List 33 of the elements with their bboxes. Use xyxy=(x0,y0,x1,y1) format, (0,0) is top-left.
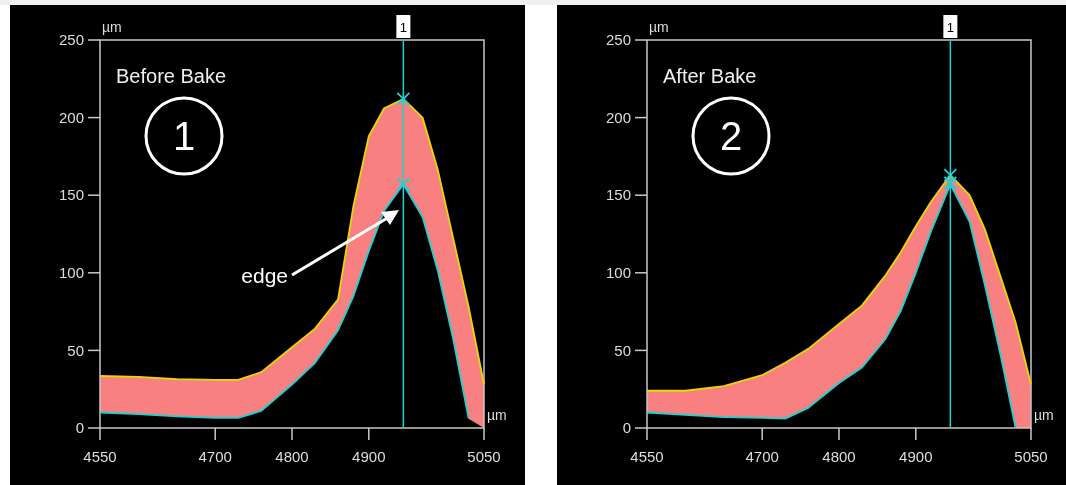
annotation: 1 xyxy=(399,20,407,35)
y-tick-label: 0 xyxy=(75,419,84,437)
y-tick-label: 100 xyxy=(605,264,631,282)
y-tick-label: 200 xyxy=(58,108,84,126)
y-tick-label: 100 xyxy=(58,264,84,282)
x-tick-label: 4800 xyxy=(275,448,309,465)
x-axis-title: µm xyxy=(1034,407,1054,423)
y-tick-label: 150 xyxy=(58,186,84,204)
y-tick-label: 150 xyxy=(605,186,631,204)
x-tick-label: 4900 xyxy=(352,448,386,465)
annotation: 2 xyxy=(719,114,743,159)
y-tick-label: 200 xyxy=(605,108,631,126)
annotation: edge xyxy=(241,264,288,287)
x-axis-title: µm xyxy=(487,407,507,423)
x-tick-label: 5050 xyxy=(467,448,501,465)
annotation: 1 xyxy=(172,114,196,159)
x-tick-label: 4550 xyxy=(83,448,117,465)
y-tick-label: 50 xyxy=(614,341,631,359)
text: After Bake xyxy=(663,65,757,87)
y-tick-label: 0 xyxy=(622,419,631,437)
x-tick-label: 4900 xyxy=(899,448,933,465)
y-tick-label: 50 xyxy=(67,341,84,359)
x-tick-label: 4700 xyxy=(745,448,779,465)
y-axis-title: µm xyxy=(102,19,122,35)
text: Before Bake xyxy=(116,65,227,87)
x-tick-label: 4550 xyxy=(630,448,664,465)
annotation: 1 xyxy=(946,20,954,35)
x-tick-label: 5050 xyxy=(1014,448,1048,465)
y-axis-title: µm xyxy=(649,19,669,35)
x-tick-label: 4800 xyxy=(822,448,856,465)
x-tick-label: 4700 xyxy=(198,448,232,465)
y-tick-label: 250 xyxy=(605,31,631,49)
y-tick-label: 250 xyxy=(58,31,84,49)
